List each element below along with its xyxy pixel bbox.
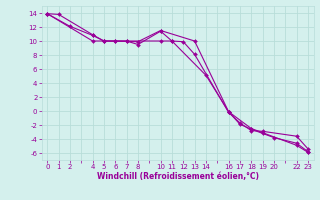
- X-axis label: Windchill (Refroidissement éolien,°C): Windchill (Refroidissement éolien,°C): [97, 172, 259, 181]
